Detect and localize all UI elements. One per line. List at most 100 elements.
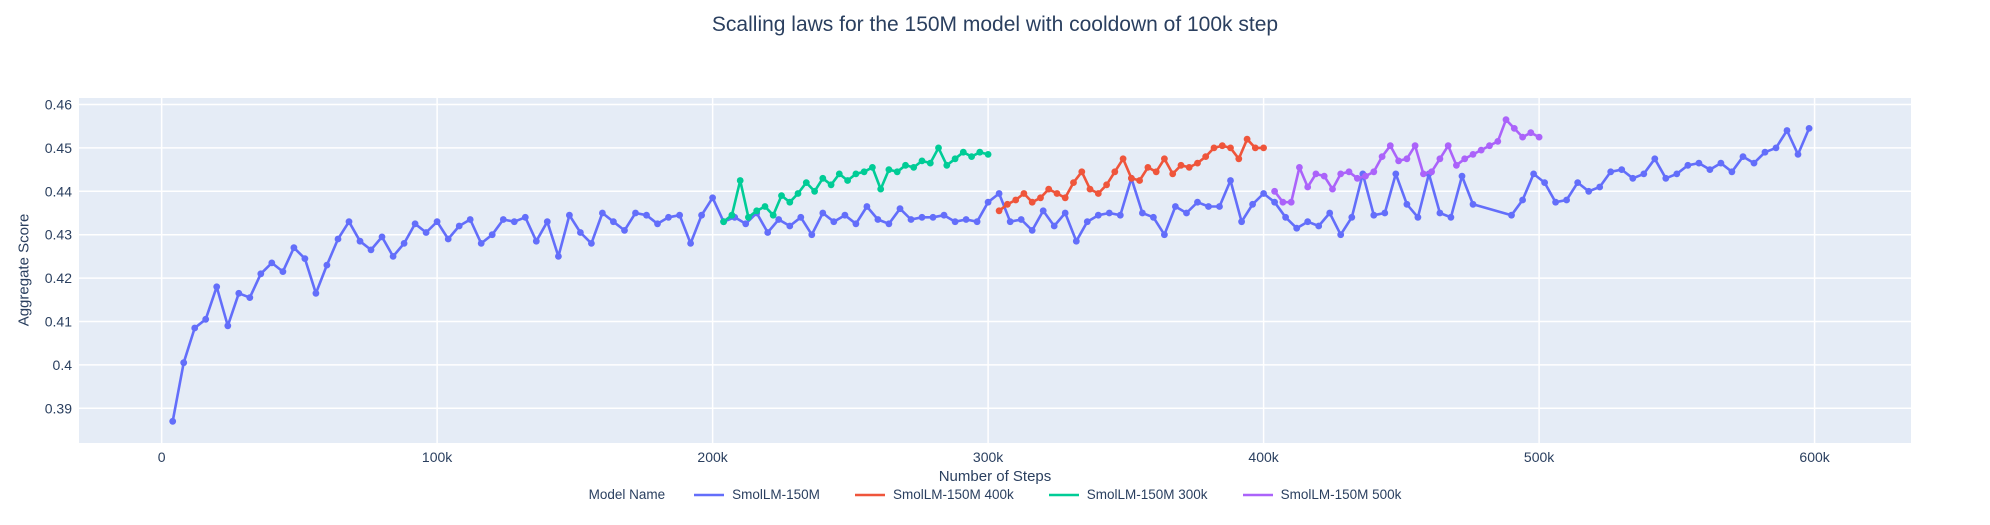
data-point[interactable] xyxy=(577,229,584,236)
data-point[interactable] xyxy=(301,255,309,262)
data-point[interactable] xyxy=(1329,185,1336,193)
data-point[interactable] xyxy=(1039,207,1047,215)
data-point[interactable] xyxy=(1353,174,1361,182)
data-point[interactable] xyxy=(1739,153,1747,161)
data-point[interactable] xyxy=(968,153,975,161)
data-point[interactable] xyxy=(1453,161,1460,169)
data-point[interactable] xyxy=(1243,135,1251,143)
data-point[interactable] xyxy=(1607,168,1615,176)
data-point[interactable] xyxy=(742,220,750,228)
data-point[interactable] xyxy=(1094,211,1102,219)
data-point[interactable] xyxy=(1403,155,1411,163)
data-point[interactable] xyxy=(819,209,827,217)
data-point[interactable] xyxy=(962,216,970,223)
data-point[interactable] xyxy=(830,218,838,226)
data-point[interactable] xyxy=(1103,181,1110,189)
data-point[interactable] xyxy=(1563,196,1570,204)
data-point[interactable] xyxy=(1403,200,1411,208)
data-point[interactable] xyxy=(180,359,188,367)
data-point[interactable] xyxy=(907,216,915,223)
data-point[interactable] xyxy=(1530,170,1537,178)
data-point[interactable] xyxy=(1750,159,1758,167)
data-point[interactable] xyxy=(959,148,967,156)
data-point[interactable] xyxy=(863,203,871,210)
data-point[interactable] xyxy=(1177,161,1185,169)
data-point[interactable] xyxy=(643,211,650,219)
data-point[interactable] xyxy=(926,159,934,167)
data-point[interactable] xyxy=(1761,148,1769,156)
data-point[interactable] xyxy=(1395,157,1402,165)
data-point[interactable] xyxy=(1469,200,1477,208)
data-point[interactable] xyxy=(1045,185,1053,193)
data-point[interactable] xyxy=(610,218,617,226)
data-point[interactable] xyxy=(1235,155,1243,163)
data-point[interactable] xyxy=(811,187,818,195)
data-point[interactable] xyxy=(543,218,551,226)
data-point[interactable] xyxy=(1216,203,1223,210)
data-point[interactable] xyxy=(1072,237,1080,245)
data-point[interactable] xyxy=(1315,222,1323,230)
data-point[interactable] xyxy=(1428,168,1435,176)
data-point[interactable] xyxy=(1194,198,1201,206)
data-point[interactable] xyxy=(1673,170,1681,178)
data-point[interactable] xyxy=(1161,231,1168,239)
data-point[interactable] xyxy=(1296,164,1303,171)
data-point[interactable] xyxy=(698,211,705,219)
data-point[interactable] xyxy=(345,218,353,226)
data-point[interactable] xyxy=(1172,203,1179,210)
data-point[interactable] xyxy=(1392,170,1400,178)
data-point[interactable] xyxy=(191,324,199,332)
data-point[interactable] xyxy=(323,261,331,269)
data-point[interactable] xyxy=(984,198,992,206)
data-point[interactable] xyxy=(444,235,452,243)
data-point[interactable] xyxy=(720,218,727,226)
data-point[interactable] xyxy=(1596,183,1604,191)
data-point[interactable] xyxy=(169,417,177,425)
data-point[interactable] xyxy=(1436,209,1444,217)
data-point[interactable] xyxy=(797,213,805,221)
data-point[interactable] xyxy=(1279,198,1287,206)
data-point[interactable] xyxy=(1370,168,1378,176)
data-point[interactable] xyxy=(1116,211,1124,219)
data-point[interactable] xyxy=(1527,129,1535,137)
data-point[interactable] xyxy=(654,220,661,228)
data-point[interactable] xyxy=(745,213,752,221)
data-point[interactable] xyxy=(1218,142,1226,150)
data-point[interactable] xyxy=(1794,151,1802,158)
data-point[interactable] xyxy=(257,270,265,278)
data-point[interactable] xyxy=(1362,172,1369,180)
data-point[interactable] xyxy=(869,164,876,171)
data-point[interactable] xyxy=(761,203,769,210)
data-point[interactable] xyxy=(1370,211,1378,219)
data-point[interactable] xyxy=(976,148,984,156)
data-point[interactable] xyxy=(1640,170,1648,178)
data-point[interactable] xyxy=(1119,155,1127,163)
data-point[interactable] xyxy=(786,198,794,206)
data-point[interactable] xyxy=(521,213,529,221)
data-point[interactable] xyxy=(1194,159,1201,167)
data-point[interactable] xyxy=(1169,170,1177,178)
data-point[interactable] xyxy=(1053,190,1061,197)
data-point[interactable] xyxy=(728,211,736,219)
data-point[interactable] xyxy=(1348,213,1356,221)
data-point[interactable] xyxy=(1574,179,1582,187)
data-point[interactable] xyxy=(1541,179,1548,187)
data-point[interactable] xyxy=(312,289,320,297)
data-point[interactable] xyxy=(1238,218,1245,226)
data-point[interactable] xyxy=(1458,172,1466,180)
data-point[interactable] xyxy=(279,268,287,275)
data-point[interactable] xyxy=(224,322,232,330)
data-point[interactable] xyxy=(778,192,785,200)
data-point[interactable] xyxy=(1271,187,1278,195)
data-point[interactable] xyxy=(984,151,992,158)
data-point[interactable] xyxy=(753,207,761,215)
data-point[interactable] xyxy=(1249,200,1256,208)
data-point[interactable] xyxy=(885,220,893,228)
data-point[interactable] xyxy=(1706,166,1714,174)
data-point[interactable] xyxy=(477,240,485,247)
data-point[interactable] xyxy=(1345,168,1353,176)
data-point[interactable] xyxy=(1202,153,1210,161)
data-point[interactable] xyxy=(1105,209,1113,217)
data-point[interactable] xyxy=(1227,177,1234,184)
data-point[interactable] xyxy=(1662,174,1670,182)
